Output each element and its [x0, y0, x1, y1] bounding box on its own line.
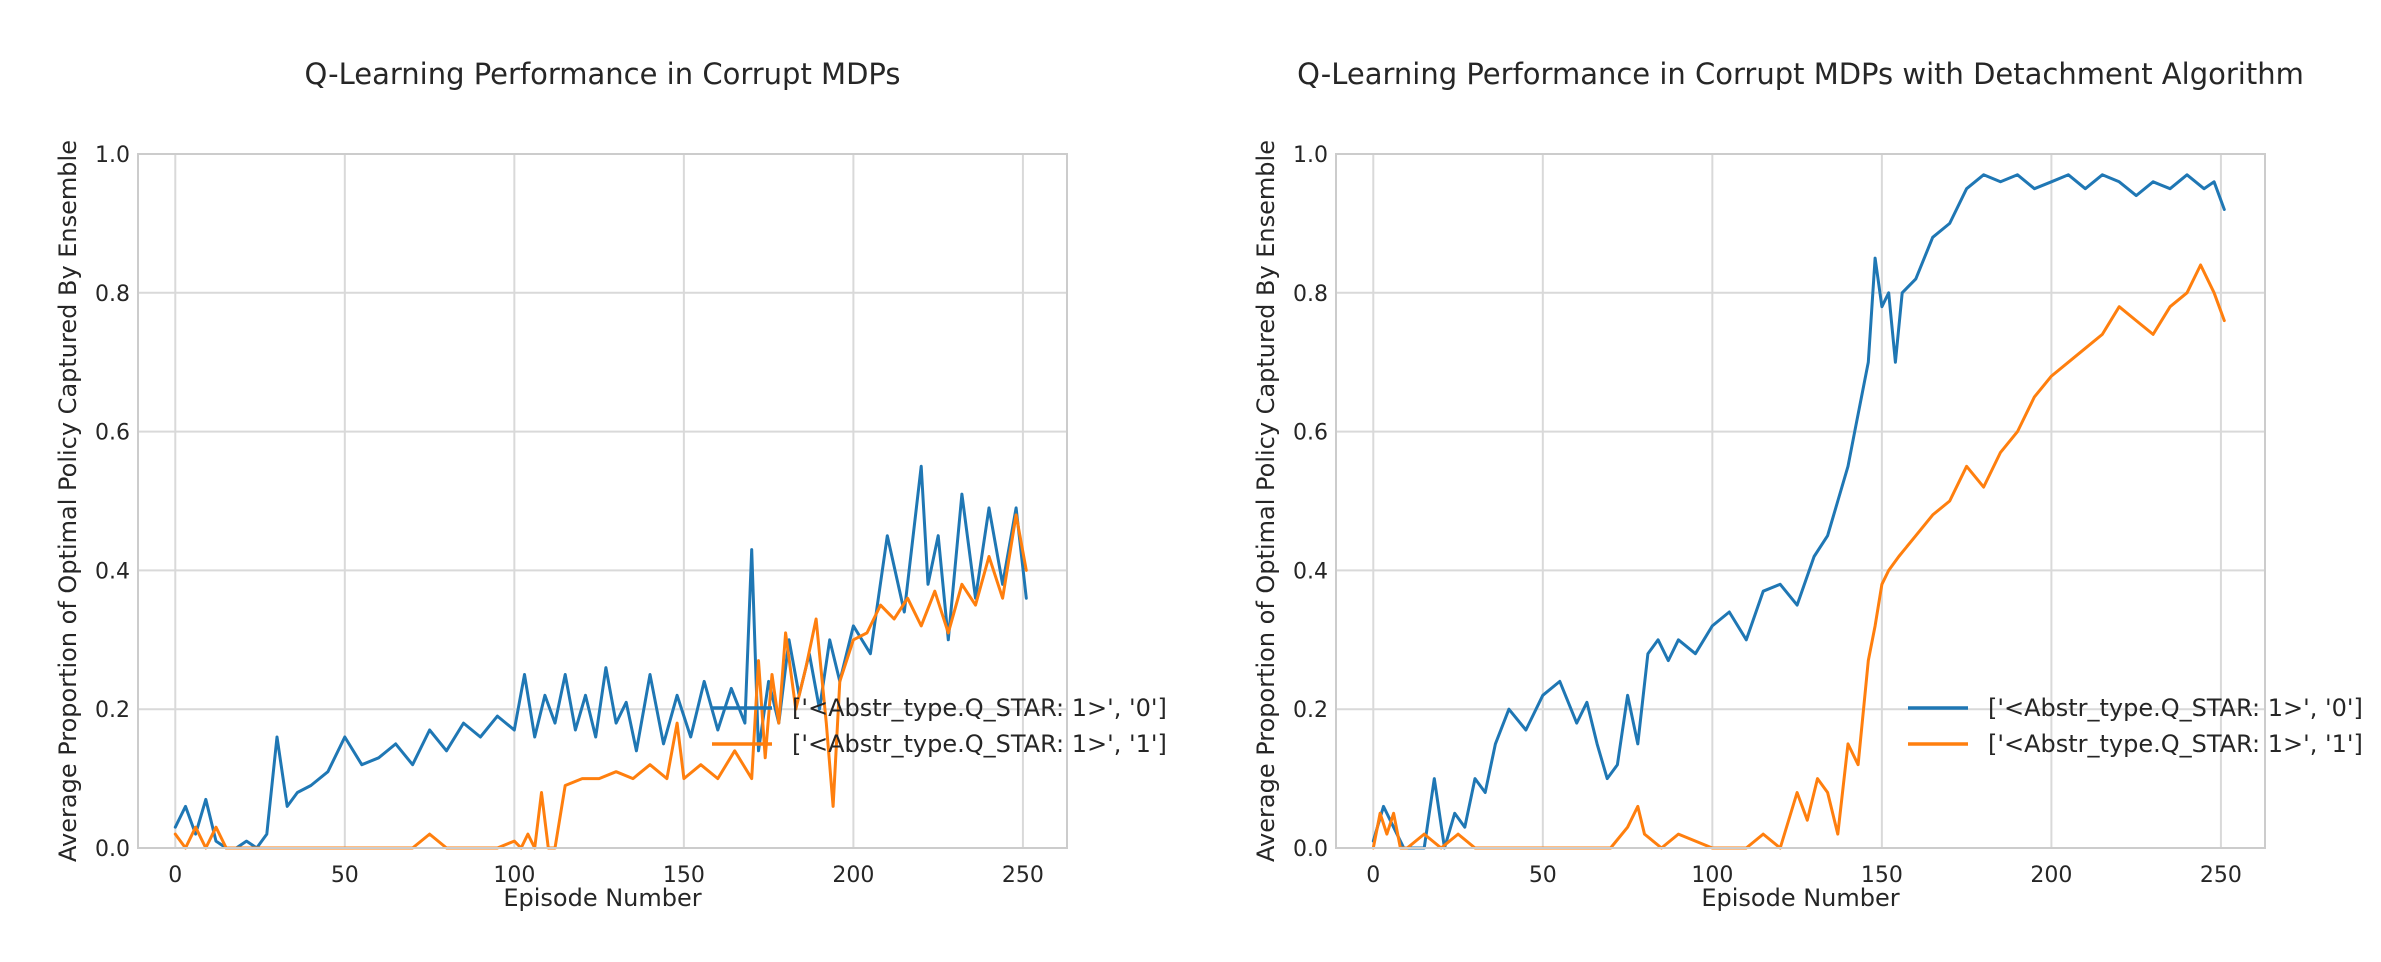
chart-panel-2: 0 50 100 150 200 250 0.0 0.2 0.4 0.6 0.8 1.0 Episode… — [1252, 57, 2363, 912]
x-tick-label: 200 — [2030, 863, 2072, 888]
x-tick-label: 250 — [1002, 863, 1044, 888]
y-tick-label: 0.0 — [95, 837, 130, 862]
x-tick-label: 150 — [663, 863, 705, 888]
y-tick-label: 0.8 — [1293, 282, 1328, 307]
x-tick-label: 0 — [168, 863, 182, 888]
plot-frame — [137, 153, 1068, 849]
chart-panel-1: 0 50 100 150 200 250 0.0 0.2 0.4 0.6 0.8 1.0 Episode… — [54, 57, 1167, 912]
legend: ['<Abstr_type.Q_STAR: 1>', '0'] ['<Abstr_… — [1908, 694, 2363, 758]
y-axis-label: Average Proportion of Optimal Policy Cap… — [1252, 140, 1280, 862]
legend-label-1: ['<Abstr_type.Q_STAR: 1>', '1'] — [792, 730, 1167, 758]
chart-title: Q-Learning Performance in Corrupt MDPs w… — [1297, 57, 2304, 91]
y-tick-label: 1.0 — [95, 143, 130, 168]
y-tick-label: 0.8 — [95, 282, 130, 307]
series-line-0 — [173, 464, 1028, 850]
y-tick-label: 0.6 — [95, 421, 130, 446]
y-tick-label: 0.4 — [1293, 559, 1328, 584]
x-axis-label: Episode Number — [503, 884, 701, 912]
legend: ['<Abstr_type.Q_STAR: 1>', '0'] ['<Abstr_… — [712, 694, 1167, 758]
x-tick-label: 100 — [1691, 863, 1733, 888]
x-tick-label: 0 — [1366, 863, 1380, 888]
plot-area — [138, 154, 1067, 848]
y-tick-label: 0.0 — [1293, 837, 1328, 862]
y-axis-label: Average Proportion of Optimal Policy Cap… — [54, 140, 82, 862]
x-tick-label: 50 — [331, 863, 359, 888]
plot-area — [1336, 154, 2265, 848]
x-axis-label: Episode Number — [1701, 884, 1899, 912]
y-tick-label: 0.6 — [1293, 421, 1328, 446]
chart-title: Q-Learning Performance in Corrupt MDPs — [304, 57, 900, 91]
x-tick-label: 200 — [832, 863, 874, 888]
x-tick-label: 250 — [2200, 863, 2242, 888]
plot-frame — [1335, 153, 2266, 849]
x-tick-label: 100 — [493, 863, 535, 888]
y-tick-label: 1.0 — [1293, 143, 1328, 168]
legend-label-1: ['<Abstr_type.Q_STAR: 1>', '1'] — [1988, 730, 2363, 758]
series-line-0 — [1371, 173, 2226, 850]
y-tick-label: 0.4 — [95, 559, 130, 584]
y-tick-label: 0.2 — [95, 698, 130, 723]
legend-label-0: ['<Abstr_type.Q_STAR: 1>', '0'] — [1988, 694, 2363, 722]
x-tick-label: 150 — [1861, 863, 1903, 888]
legend-label-0: ['<Abstr_type.Q_STAR: 1>', '0'] — [792, 694, 1167, 722]
x-tick-label: 50 — [1529, 863, 1557, 888]
y-tick-label: 0.2 — [1293, 698, 1328, 723]
